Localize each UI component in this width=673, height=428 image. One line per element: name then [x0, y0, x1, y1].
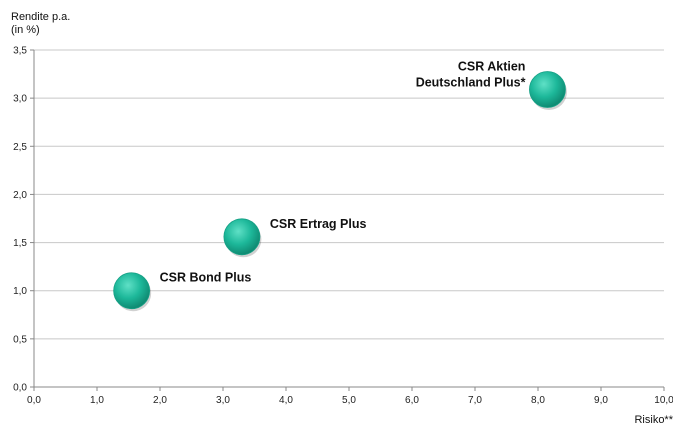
- y-axis-title-line-1: Rendite p.a.: [11, 11, 71, 23]
- data-point-label: CSR Aktien: [458, 59, 526, 73]
- data-point: [223, 218, 261, 256]
- y-tick-label: 0,5: [13, 334, 27, 345]
- x-tick-label: 6,0: [405, 395, 419, 406]
- data-point-label: CSR Bond Plus: [160, 271, 252, 285]
- x-tick-label: 7,0: [468, 395, 482, 406]
- y-tick-label: 1,5: [13, 238, 27, 249]
- x-tick-label: 3,0: [216, 395, 230, 406]
- y-tick-label: 2,0: [13, 190, 27, 201]
- x-tick-label: 4,0: [279, 395, 293, 406]
- data-point-label: Deutschland Plus*: [416, 75, 526, 89]
- y-axis-title-line-2: (in %): [11, 24, 40, 36]
- x-tick-label: 2,0: [153, 395, 167, 406]
- x-tick-label: 5,0: [342, 395, 356, 406]
- data-point: [113, 272, 151, 310]
- data-point-label: CSR Ertrag Plus: [270, 217, 367, 231]
- y-tick-label: 2,5: [13, 142, 27, 153]
- x-tick-label: 8,0: [531, 395, 545, 406]
- data-point: [529, 71, 566, 108]
- x-tick-label: 0,0: [27, 395, 41, 406]
- y-axis-title: Rendite p.a. (in %): [11, 11, 70, 37]
- y-tick-label: 1,0: [13, 286, 27, 297]
- x-tick-label: 10,0: [654, 395, 673, 406]
- x-axis-title: Risiko**: [634, 414, 673, 426]
- x-tick-label: 9,0: [594, 395, 608, 406]
- y-tick-label: 3,0: [13, 94, 27, 105]
- x-tick-label: 1,0: [90, 395, 104, 406]
- y-tick-label: 0,0: [13, 383, 27, 394]
- y-tick-label: 3,5: [13, 46, 27, 57]
